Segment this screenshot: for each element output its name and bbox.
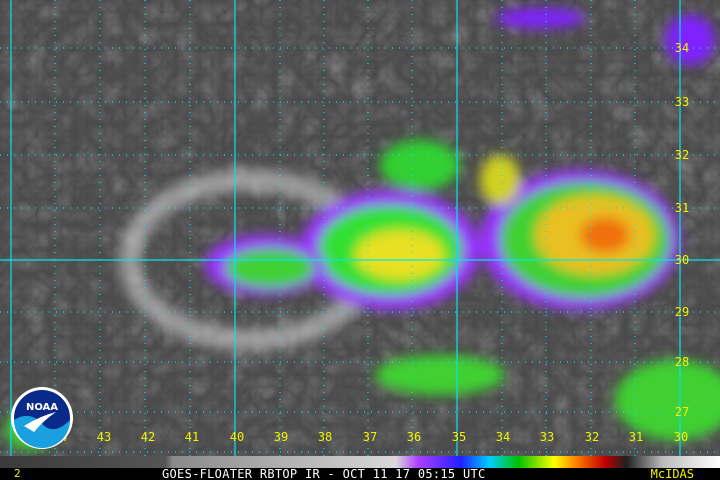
lat-label: 34 [674,41,690,55]
image-caption: GOES-FLOATER RBTOP IR - OCT 11 17 05:15 … [162,467,486,480]
lon-label: 31 [628,430,644,444]
lat-label: 28 [674,355,690,369]
lon-label: 39 [273,430,289,444]
lon-label: 35 [451,430,467,444]
lat-label: 30 [674,253,690,267]
lat-label: 32 [674,148,690,162]
lon-label: 33 [539,430,555,444]
lon-label: 32 [584,430,600,444]
lon-label: 40 [229,430,245,444]
temperature-color-scale [0,456,720,468]
noaa-logo: NOAA [11,387,73,449]
lon-label: 41 [184,430,200,444]
lon-label: 30 [673,430,689,444]
lon-label: 37 [362,430,378,444]
lat-label: 27 [674,405,690,419]
noaa-logo-text: NOAA [26,402,58,413]
infrared-imagery [0,0,720,456]
caption-bar: 2 GOES-FLOATER RBTOP IR - OCT 11 17 05:1… [0,468,720,480]
lat-label: 33 [674,95,690,109]
lon-label: 38 [317,430,333,444]
software-label: McIDAS [650,467,694,480]
lon-label: 43 [96,430,112,444]
lon-label: 34 [495,430,511,444]
frame-number: 2 [14,467,21,480]
lat-label: 31 [674,201,690,215]
lon-label: 42 [140,430,156,444]
lon-label: 36 [406,430,422,444]
lat-lon-grid [0,0,720,456]
lat-label: 29 [674,305,690,319]
